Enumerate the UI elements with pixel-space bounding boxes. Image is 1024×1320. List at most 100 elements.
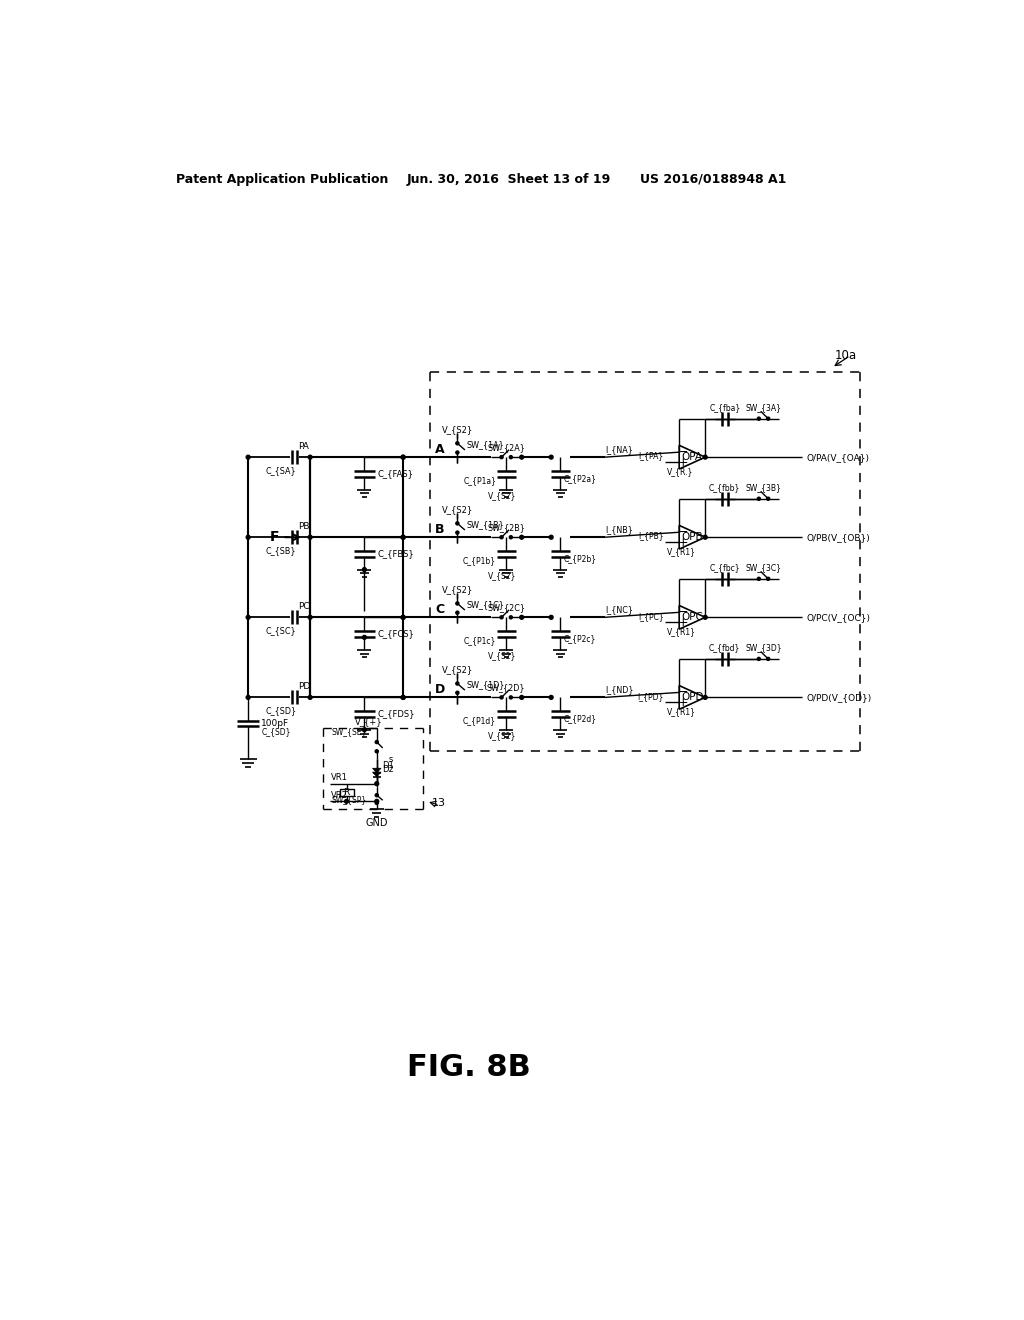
Circle shape [703,536,708,539]
Circle shape [246,696,250,700]
Text: +: + [678,455,688,469]
Circle shape [401,536,406,539]
Circle shape [401,455,406,459]
Circle shape [509,455,512,459]
Text: D2: D2 [382,764,394,774]
Circle shape [456,531,459,535]
Text: PA: PA [298,442,308,451]
Text: Jun. 30, 2016  Sheet 13 of 19: Jun. 30, 2016 Sheet 13 of 19 [407,173,611,186]
Text: +: + [678,536,688,549]
Circle shape [308,536,312,539]
Text: GND: GND [366,818,388,828]
Text: I_{PA}: I_{PA} [638,451,664,461]
Text: C_{SB}: C_{SB} [265,546,296,554]
Text: I_{PC}: I_{PC} [638,611,664,620]
Text: I_{ND}: I_{ND} [605,685,634,694]
Text: −: − [678,686,688,698]
Text: D: D [435,684,445,696]
Circle shape [520,615,523,619]
Text: C: C [435,603,444,616]
Circle shape [703,615,708,619]
Circle shape [456,521,459,525]
Text: V_{R1}: V_{R1} [667,708,695,717]
Text: I_{PB}: I_{PB} [638,532,664,541]
Text: 13: 13 [432,797,445,808]
Text: SW_{1B}: SW_{1B} [467,520,505,529]
Circle shape [500,455,503,459]
Circle shape [703,455,708,459]
Circle shape [758,657,761,660]
Circle shape [500,616,503,619]
Circle shape [401,696,406,700]
Text: Patent Application Publication: Patent Application Publication [176,173,388,186]
Text: V_{S2}: V_{S2} [441,585,473,594]
Circle shape [509,616,512,619]
Text: OPA: OPA [682,453,702,462]
Text: C_{FBS}: C_{FBS} [378,549,415,558]
Text: SW_{SP}: SW_{SP} [331,796,367,804]
Circle shape [520,455,523,459]
Circle shape [758,498,761,500]
Text: V_{S2}: V_{S2} [488,731,516,741]
Text: VR1: VR1 [331,774,348,781]
Text: SW_{1C}: SW_{1C} [467,601,505,610]
Text: C_{SD}: C_{SD} [261,727,291,735]
Text: C_{SA}: C_{SA} [265,466,296,475]
Circle shape [375,750,378,752]
Circle shape [500,696,503,700]
Text: SW_{2B}: SW_{2B} [487,523,525,532]
Text: V_{+}: V_{+} [355,718,383,726]
Text: O/PC(V_{OC}): O/PC(V_{OC}) [806,612,870,622]
Text: SW_{3D}: SW_{3D} [745,644,781,652]
Circle shape [549,615,553,619]
Circle shape [767,498,770,500]
Text: V_{R1}: V_{R1} [667,546,695,556]
Text: C_{SD}: C_{SD} [265,706,296,715]
Circle shape [767,417,770,420]
Text: +: + [678,616,688,628]
Text: C_{P1c}: C_{P1c} [464,636,496,645]
Circle shape [375,741,378,743]
Text: C_{FDS}: C_{FDS} [378,709,415,718]
Circle shape [401,615,406,619]
Circle shape [456,442,459,445]
Text: PD: PD [298,682,310,692]
Polygon shape [373,768,381,774]
Text: D1: D1 [382,760,394,770]
Text: SW_{2C}: SW_{2C} [487,603,525,611]
Text: SW_{SE}: SW_{SE} [331,727,367,737]
Text: C_{P2a}: C_{P2a} [563,474,597,483]
Text: V_{S2}: V_{S2} [441,425,473,434]
Circle shape [758,577,761,581]
Text: C_{fba}: C_{fba} [710,404,740,412]
Text: SW_{3A}: SW_{3A} [745,404,781,412]
Text: −: − [678,446,688,458]
Text: A: A [435,444,444,455]
Circle shape [520,536,523,539]
Circle shape [362,727,367,731]
Text: OPD: OPD [681,693,703,702]
Text: PC: PC [298,602,309,611]
Circle shape [456,611,459,614]
Circle shape [375,793,378,797]
Circle shape [345,800,348,804]
Text: V_{S2}: V_{S2} [488,651,516,660]
Circle shape [401,696,406,700]
Circle shape [401,615,406,619]
Circle shape [509,696,512,700]
Text: C_{P1b}: C_{P1b} [463,556,496,565]
Text: OPB: OPB [681,532,703,543]
Circle shape [246,615,250,619]
Text: SW_{3B}: SW_{3B} [745,483,781,492]
Text: C_{SC}: C_{SC} [265,626,296,635]
Text: I_{NA}: I_{NA} [605,445,633,454]
Text: V_{R.}: V_{R.} [667,467,693,477]
Text: V_{S2}: V_{S2} [441,665,473,675]
Text: SW_{1D}: SW_{1D} [467,681,505,689]
Text: C_{fbb}: C_{fbb} [709,483,740,492]
Circle shape [401,455,406,459]
Text: O/PD(V_{OD}): O/PD(V_{OD}) [806,693,871,702]
Circle shape [758,417,761,420]
Text: SW_{3C}: SW_{3C} [745,564,781,573]
Text: C_{P1d}: C_{P1d} [463,715,496,725]
